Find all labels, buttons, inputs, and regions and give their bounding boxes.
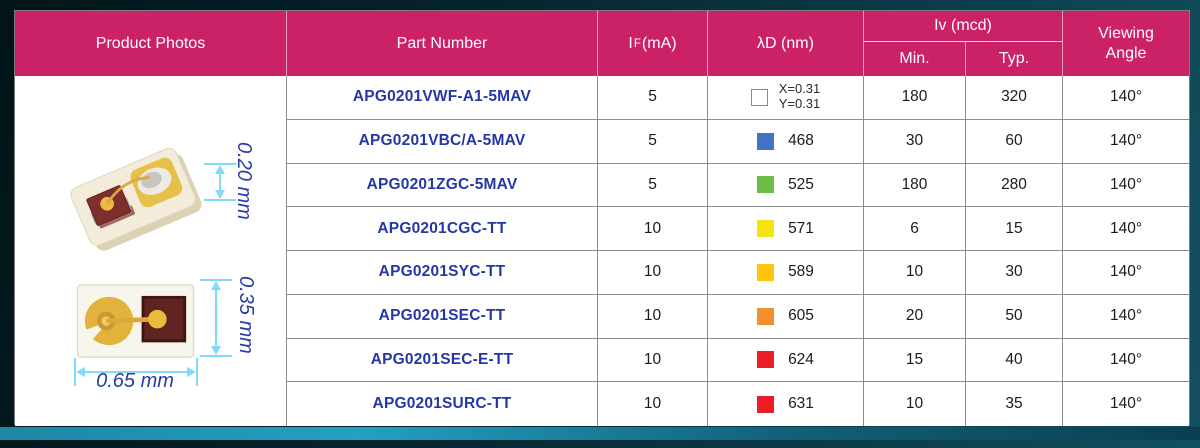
viewing-angle-cell: 140° <box>1063 207 1189 251</box>
dominant-wavelength-cell: X=0.31 Y=0.31 <box>708 76 864 120</box>
color-swatch <box>757 351 775 369</box>
color-swatch <box>750 88 768 106</box>
if-unit: (mA) <box>641 34 677 52</box>
width-dimension-arrow <box>74 358 198 386</box>
iv-typ-cell: 50 <box>966 294 1063 339</box>
width-dimension-label: 0.65 mm <box>96 370 174 392</box>
viewing-angle-cell: 140° <box>1063 76 1189 120</box>
if-current-cell: 10 <box>598 251 708 295</box>
if-current-cell: 10 <box>598 294 708 339</box>
iv-typ-cell: 15 <box>966 207 1063 251</box>
color-swatch <box>757 176 775 194</box>
iv-min-cell: 20 <box>864 294 966 339</box>
viewing-angle-cell: 140° <box>1063 251 1189 295</box>
if-current-cell: 5 <box>598 119 708 164</box>
iv-min-cell: 15 <box>864 338 966 383</box>
viewing-angle-cell: 140° <box>1063 119 1189 164</box>
color-swatch <box>757 220 775 238</box>
iv-min-cell: 10 <box>864 382 966 426</box>
iv-typ-cell: 30 <box>966 251 1063 295</box>
iv-min-cell: 30 <box>864 119 966 164</box>
col-header-dominant-wavelength: λD (nm) <box>708 11 864 76</box>
iv-typ-cell: 40 <box>966 338 1063 383</box>
viewing-angle-line2: Angle <box>1105 44 1147 62</box>
product-photos-cell: 0.20 mm 0.35 mm <box>15 76 287 426</box>
smd-led-3d-photo <box>70 147 202 251</box>
color-swatch <box>757 263 775 281</box>
dominant-wavelength-cell: 631 <box>708 382 864 426</box>
col-header-iv-typ: Typ. <box>966 42 1063 76</box>
dominant-wavelength-cell: 605 <box>708 294 864 339</box>
col-header-forward-current: I F (mA) <box>598 11 708 76</box>
iv-typ-cell: 60 <box>966 119 1063 164</box>
if-current-cell: 5 <box>598 163 708 208</box>
iv-typ-cell: 280 <box>966 163 1063 208</box>
color-swatch <box>757 395 775 413</box>
col-header-iv-min: Min. <box>864 42 966 76</box>
if-symbol: I <box>628 34 633 52</box>
col-header-viewing-angle: Viewing Angle <box>1063 11 1189 76</box>
part-number-cell: APG0201VWF-A1-5MAV <box>287 76 598 120</box>
part-number-cell: APG0201SEC-TT <box>287 294 598 339</box>
viewing-angle-cell: 140° <box>1063 338 1189 383</box>
part-number-cell: APG0201ZGC-5MAV <box>287 163 598 208</box>
iv-min-cell: 180 <box>864 163 966 208</box>
dominant-wavelength-cell: 624 <box>708 338 864 383</box>
if-current-cell: 5 <box>598 76 708 120</box>
iv-min-cell: 6 <box>864 207 966 251</box>
dominant-wavelength-cell: 525 <box>708 163 864 208</box>
dominant-wavelength-cell: 468 <box>708 119 864 164</box>
viewing-angle-cell: 140° <box>1063 294 1189 339</box>
viewing-angle-line1: Viewing <box>1098 25 1154 43</box>
thickness-dimension-arrow <box>200 279 232 357</box>
part-number-cell: APG0201SYC-TT <box>287 251 598 295</box>
thickness-dimension-label: 0.35 mm <box>235 276 257 354</box>
if-current-cell: 10 <box>598 207 708 251</box>
col-header-part-number: Part Number <box>287 11 598 76</box>
col-header-luminous-intensity-group: Iv (mcd) <box>864 11 1063 42</box>
iv-min-cell: 10 <box>864 251 966 295</box>
if-subscript: F <box>633 38 641 51</box>
bottom-accent-stripe <box>0 427 1200 440</box>
color-swatch <box>757 132 775 150</box>
viewing-angle-cell: 140° <box>1063 382 1189 426</box>
col-header-product-photos: Product Photos <box>15 11 287 76</box>
part-number-cell: APG0201SURC-TT <box>287 382 598 426</box>
iv-typ-cell: 35 <box>966 382 1063 426</box>
height-dimension-arrow <box>204 163 236 201</box>
part-number-cell: APG0201SEC-E-TT <box>287 338 598 383</box>
if-current-cell: 10 <box>598 338 708 383</box>
part-number-cell: APG0201CGC-TT <box>287 207 598 251</box>
dominant-wavelength-cell: 571 <box>708 207 864 251</box>
iv-min-cell: 180 <box>864 76 966 120</box>
led-spec-table: Product Photos Part Number I F (mA) λD (nm… <box>14 10 1190 426</box>
smd-led-top-view-photo <box>76 284 195 358</box>
dominant-wavelength-cell: 589 <box>708 251 864 295</box>
height-dimension-label: 0.20 mm <box>233 142 255 220</box>
if-current-cell: 10 <box>598 382 708 426</box>
color-swatch <box>757 307 775 325</box>
part-number-cell: APG0201VBC/A-5MAV <box>287 119 598 164</box>
iv-typ-cell: 320 <box>966 76 1063 120</box>
viewing-angle-cell: 140° <box>1063 163 1189 208</box>
